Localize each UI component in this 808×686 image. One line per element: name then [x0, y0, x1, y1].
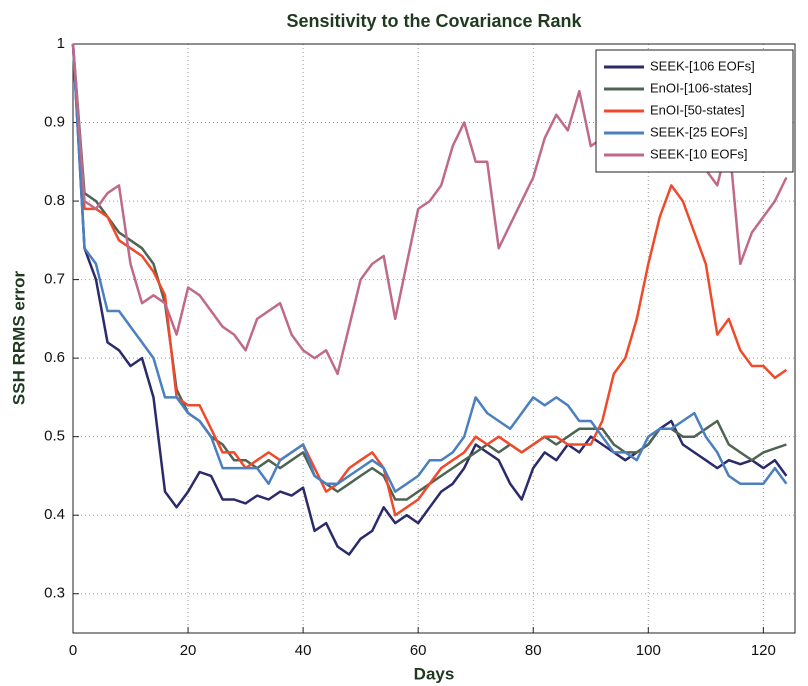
y-tick-label: 0.4 [44, 506, 65, 523]
x-tick-label: 60 [410, 642, 427, 659]
legend-label: EnOI-[50-states] [650, 102, 745, 117]
y-tick-label: 1 [57, 35, 65, 52]
y-tick-label: 0.6 [44, 349, 65, 366]
y-tick-label: 0.7 [44, 271, 65, 288]
data-line [71, 43, 788, 493]
x-tick-label: 100 [636, 642, 661, 659]
x-axis-label: Days [414, 664, 455, 683]
legend-label: SEEK-[106 EOFs] [650, 58, 755, 73]
x-tick-label: 20 [180, 642, 197, 659]
legend-label: EnOI-[106-states] [650, 80, 752, 95]
chart-title: Sensitivity to the Covariance Rank [286, 11, 582, 31]
y-tick-label: 0.9 [44, 114, 65, 131]
y-tick-label: 0.8 [44, 192, 65, 209]
data-line [71, 43, 788, 517]
x-tick-label: 120 [751, 642, 776, 659]
y-axis-label: SSH RRMS error [9, 271, 28, 406]
x-tick-label: 80 [525, 642, 542, 659]
plot-frame [72, 43, 796, 634]
data-line [71, 43, 788, 556]
x-tick-label: 0 [69, 642, 77, 659]
x-tick-label: 40 [295, 642, 312, 659]
legend-label: SEEK-[25 EOFs] [650, 124, 748, 139]
legend-label: SEEK-[10 EOFs] [650, 146, 748, 161]
y-tick-label: 0.5 [44, 428, 65, 445]
y-tick-label: 0.3 [44, 585, 65, 602]
